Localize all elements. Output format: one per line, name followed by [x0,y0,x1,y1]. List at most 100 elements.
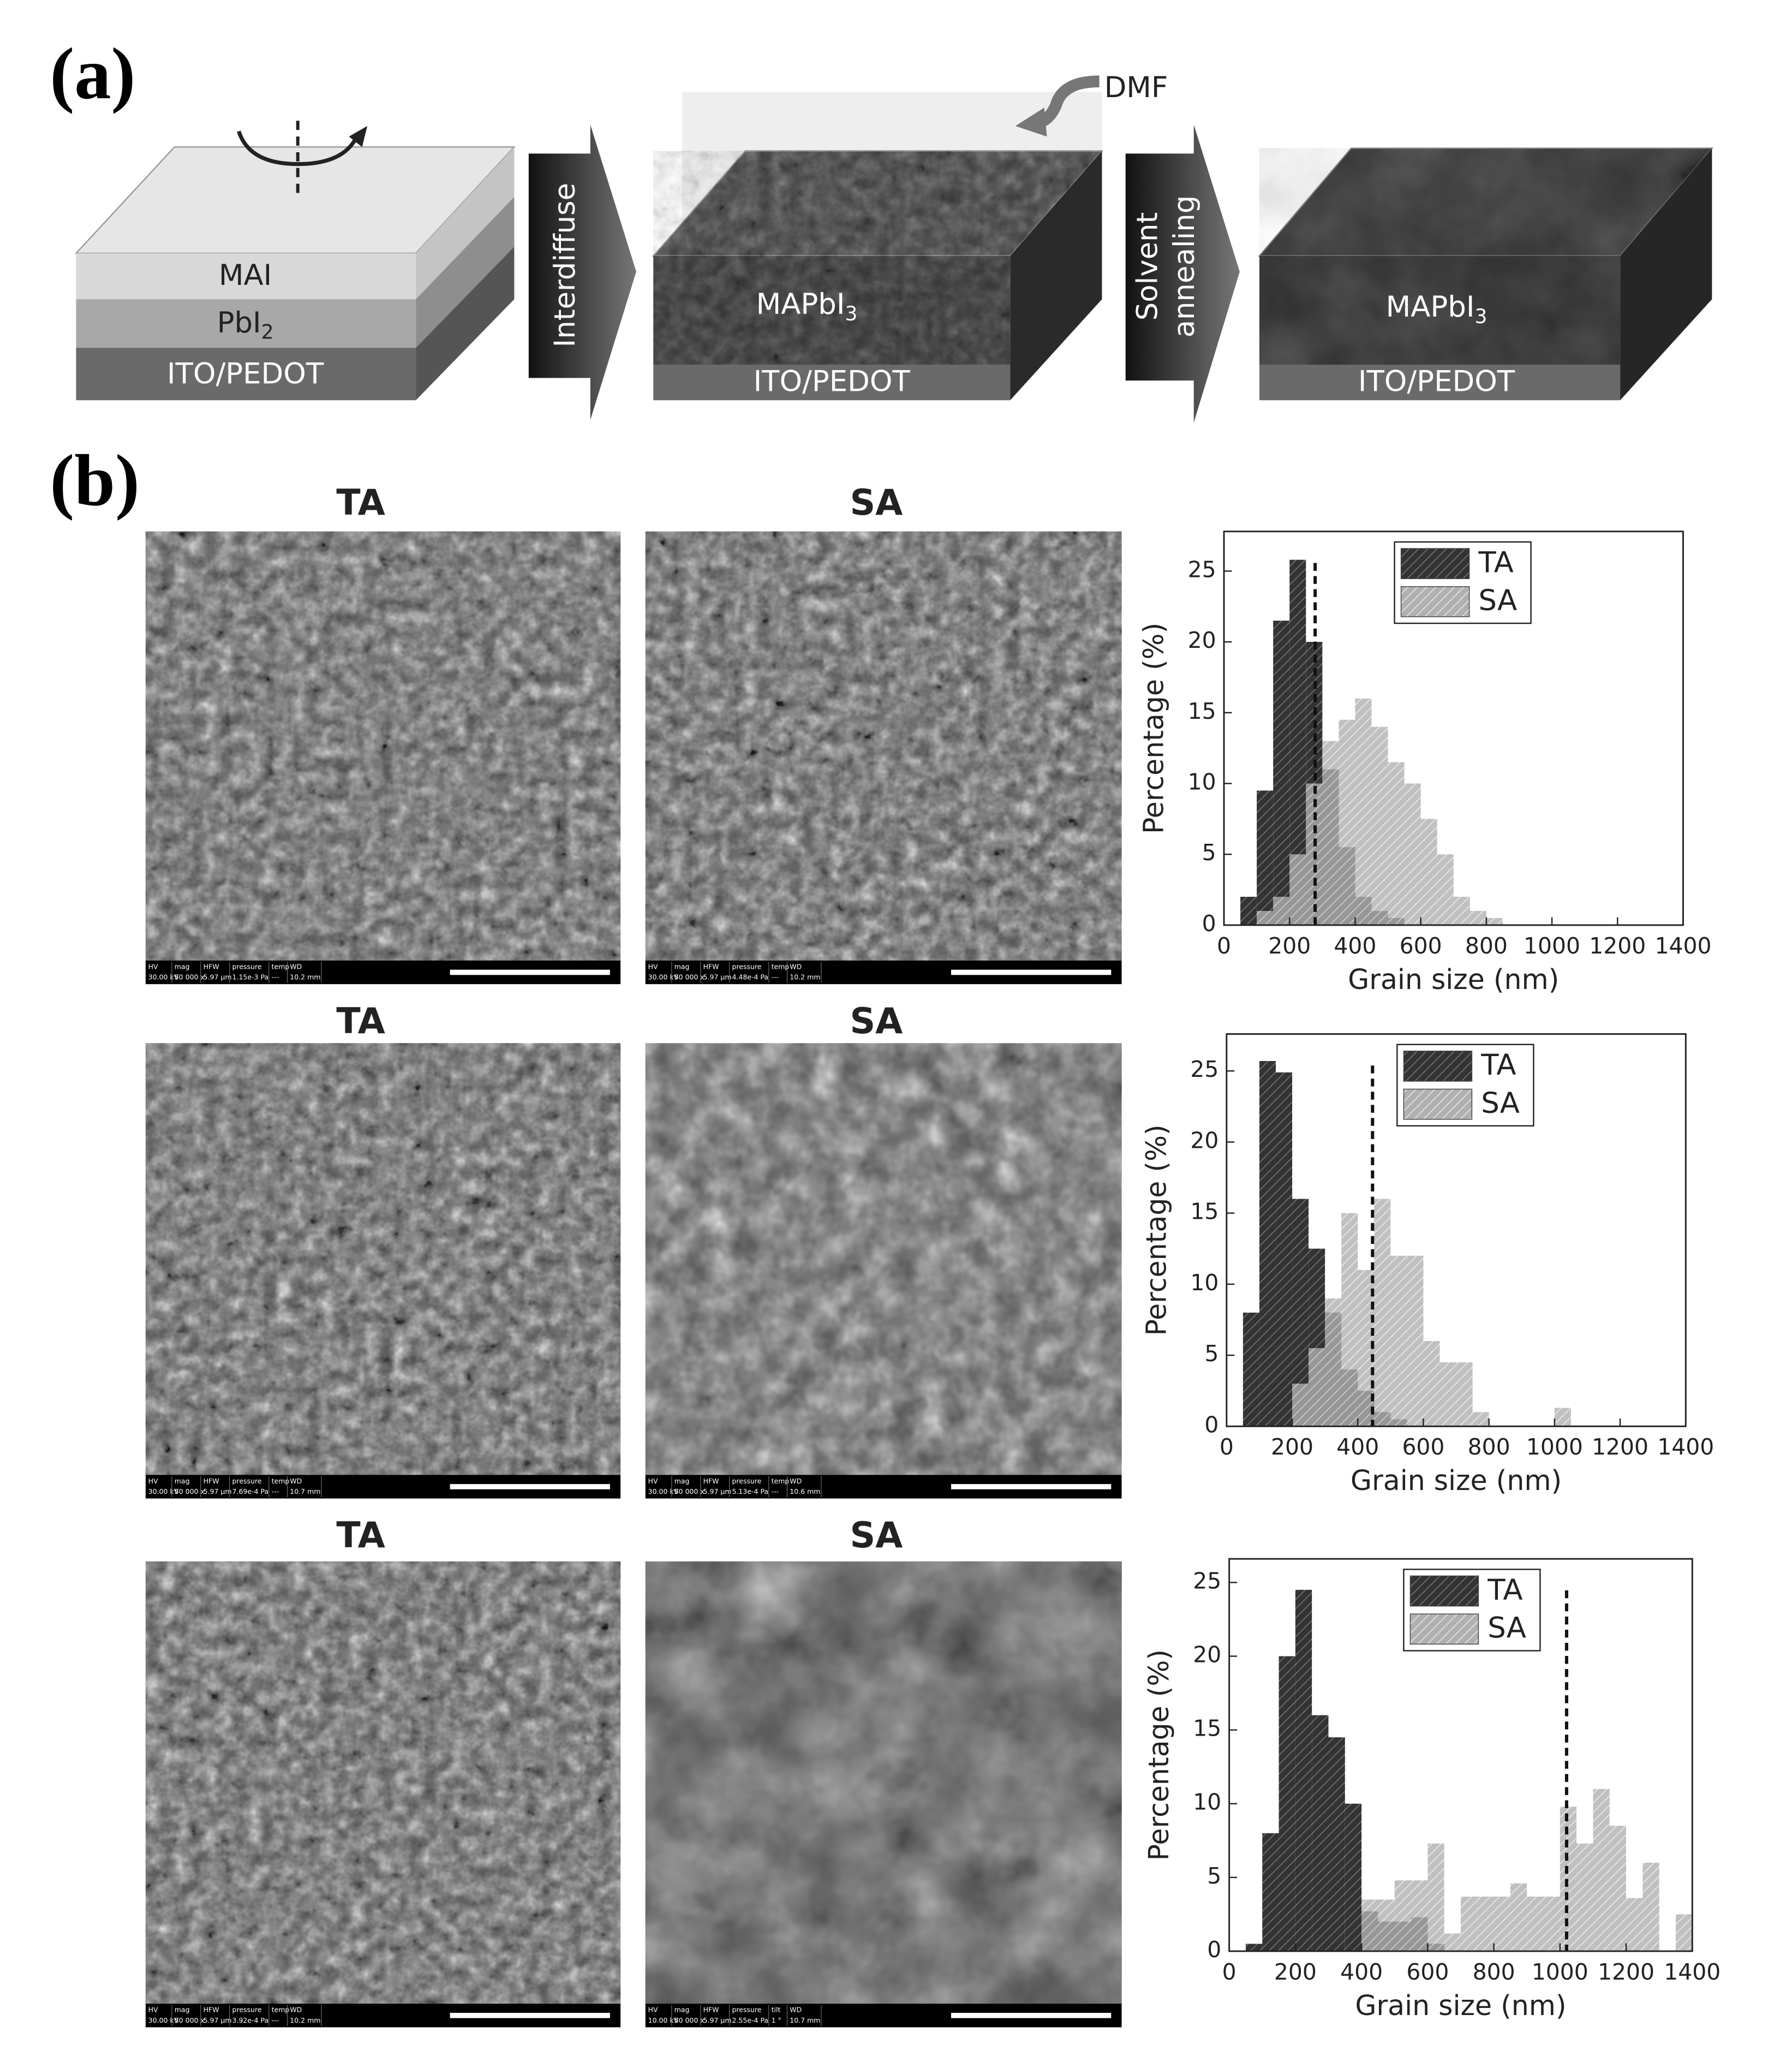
layer-label: MAI [219,259,272,292]
film-texture [1259,255,1621,365]
histogram: 0 200 400 600 800 1000 1200 1400 0 5 10 15 20 25 Grain… [1138,531,1711,996]
sem-info-value: 1 ° [772,2016,781,2024]
histogram-bar [1312,1715,1329,1951]
sem-info-value: 10.2 mm [290,2016,320,2024]
sem-info-value: 10.00 kV [648,2016,679,2024]
block-side [416,196,515,348]
sem-info-key: temp [272,1477,290,1485]
text: MAPbI [756,288,845,321]
sem-info-key: HV [648,2006,658,2014]
histogram-bar [1374,1199,1391,1427]
sem-info-key: tilt [772,2006,781,2014]
legend-label: SA [1488,1612,1526,1645]
histogram-bar [1420,819,1437,925]
sem-info-key: HV [648,1477,658,1485]
y-tick-label: 5 [1204,1340,1218,1367]
sem-info-key: mag [674,962,690,970]
histogram-bar [1309,1348,1325,1427]
sem-info-value: 2.55e-4 Pa [732,2016,768,2024]
sem-info-value: 30.00 kV [648,973,679,981]
histogram-bar [1322,741,1339,925]
sem-info-key: pressure [232,1477,262,1485]
scale-bar [450,2012,610,2018]
histogram-bar [1543,1896,1560,1951]
histogram-bar [1361,1899,1378,1951]
plot-frame [1228,1558,1693,1952]
sem-info-key: temp [772,1477,790,1485]
histogram-bar [1453,897,1470,925]
x-tick-label: 800 [1468,1434,1510,1460]
y-tick-label: 0 [1204,1411,1218,1438]
sem-info-value: 5.13e-4 Pa [732,1487,768,1495]
plot-frame [1226,1033,1687,1427]
layer-label: ITO/PEDOT [754,365,911,398]
x-tick-label: 1000 [1532,1959,1588,1985]
sem-info-key: HFW [703,1477,719,1485]
histogram-bar [1390,1255,1407,1427]
film-texture [653,151,1102,256]
histogram-bar [1609,1826,1627,1951]
x-tick-label: 1200 [1598,1959,1654,1985]
histogram-bar [1257,790,1274,925]
x-tick-label: 600 [1400,933,1442,959]
layer-mai [76,253,416,300]
x-tick-label: 800 [1473,1959,1515,1985]
scale-bar [951,2012,1112,2018]
layer-substrate [1259,365,1621,401]
y-tick-label: 15 [1190,1199,1218,1225]
histogram-bar [1371,726,1388,925]
subscript: 3 [1474,305,1487,328]
sem-title: TA [336,1515,385,1556]
sem-info-key: HFW [703,2006,719,2014]
spin-arrow [237,130,359,166]
histogram-bar [1341,1213,1358,1427]
histogram-bar [1642,1862,1659,1951]
histogram-bar [1576,1843,1593,1951]
sem-info-value: 50 000 x [175,973,205,981]
sem-info-value: 10.7 mm [290,1487,320,1495]
histogram-bar [1273,621,1290,925]
y-tick-label: 5 [1207,1863,1221,1889]
scale-bar [951,1484,1112,1489]
x-tick-label: 1400 [1657,1434,1714,1460]
histogram-bar [1325,1298,1342,1427]
layer-label: ITO/PEDOT [1358,365,1515,398]
sem-info-value: 5.97 µm [204,973,232,981]
subscript: 2 [261,321,274,344]
x-tick-label: 200 [1271,1434,1313,1460]
sem-info-value: 7.69e-4 Pa [232,1487,269,1495]
histogram-bar [1279,1656,1295,1951]
sem-info-key: mag [175,1477,190,1485]
sem-title: SA [850,1001,903,1042]
x-tick-label: 1000 [1526,1434,1583,1460]
sem-info-value: 1.15e-3 Pa [232,973,269,981]
scale-bar [450,969,610,975]
sem-images: TA HV 30.00 kV mag 50 000 x HFW 5.97 µm pressur… [145,482,1122,2028]
x-tick-label: 600 [1406,1959,1449,1985]
histogram-bar [1404,783,1421,925]
sem-info-key: mag [175,2006,190,2014]
sem-title: SA [850,482,903,523]
x-tick-label: 400 [1334,933,1376,959]
y-axis-title: Percentage (%) [1143,1649,1175,1861]
x-axis-title: Grain size (nm) [1355,1989,1566,2022]
legend-swatch [1403,1051,1473,1082]
sem-info-value: 10.2 mm [290,973,320,981]
histogram-bar [1262,1833,1279,1951]
sem-info-value: --- [272,1487,279,1495]
subscript: 3 [845,302,857,325]
legend-label: TA [1478,546,1513,579]
y-tick-label: 20 [1190,1127,1218,1153]
legend-swatch [1409,1575,1479,1607]
sem-title: TA [336,482,385,523]
legend-label: SA [1481,1087,1520,1120]
sem-info-key: WD [790,962,802,970]
histogram-bar [1292,1384,1309,1427]
layer-label: ITO/PEDOT [167,357,324,390]
solvent-arrowhead [1015,108,1047,137]
sem-info-value: 3.92e-4 Pa [232,2016,269,2024]
histogram-bar [1243,1312,1259,1427]
x-tick-label: 1000 [1524,933,1580,959]
sem-info-value: 50 000 x [175,1487,205,1495]
x-tick-label: 400 [1340,1959,1383,1985]
